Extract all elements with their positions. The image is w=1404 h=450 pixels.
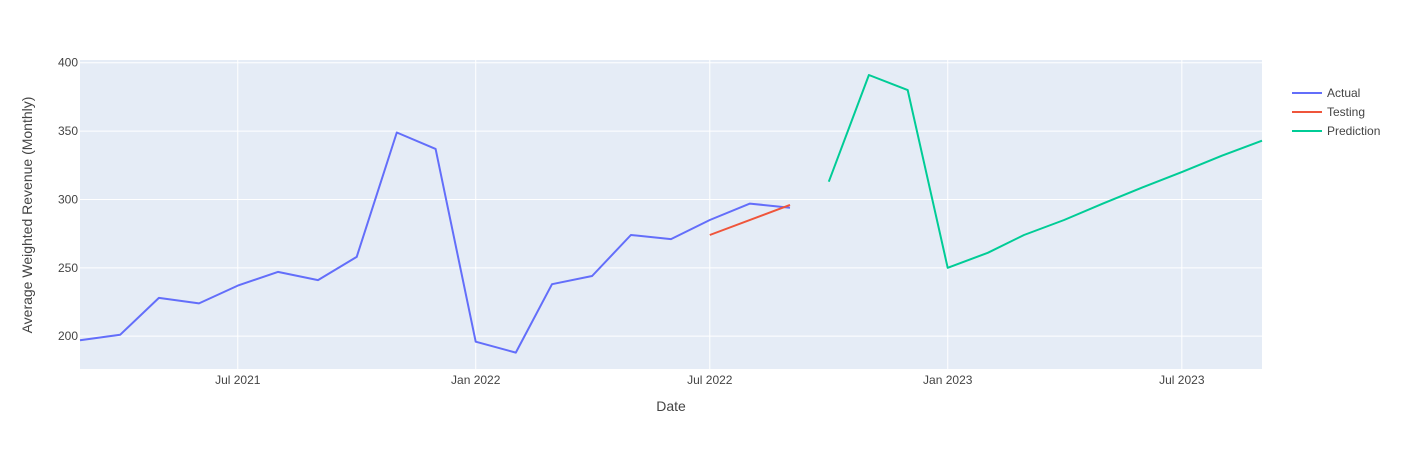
y-axis-ticks: 200 250 300 350 400 — [58, 56, 78, 343]
legend-item-prediction[interactable]: Prediction — [1292, 124, 1380, 138]
y-tick-label: 300 — [58, 192, 78, 206]
plot-area — [80, 60, 1262, 369]
x-tick-label: Jan 2023 — [923, 373, 973, 387]
x-tick-label: Jul 2022 — [687, 373, 733, 387]
legend-item-actual[interactable]: Actual — [1292, 86, 1360, 100]
y-axis-title: Average Weighted Revenue (Monthly) — [19, 97, 35, 334]
y-tick-label: 250 — [58, 261, 78, 275]
series-line-testing — [709, 203, 791, 236]
legend-item-testing[interactable]: Testing — [1292, 105, 1365, 119]
series-line-actual — [79, 131, 791, 354]
x-tick-label: Jul 2023 — [1159, 373, 1205, 387]
series-lines — [79, 74, 1263, 354]
x-axis-ticks: Jul 2021 Jan 2022 Jul 2022 Jan 2023 Jul 2023 — [215, 373, 1205, 387]
x-tick-label: Jan 2022 — [451, 373, 501, 387]
y-tick-label: 350 — [58, 124, 78, 138]
legend-label: Testing — [1327, 105, 1365, 119]
series-line-prediction — [827, 74, 1263, 269]
legend-label: Actual — [1327, 86, 1360, 100]
y-tick-label: 400 — [58, 56, 78, 70]
legend[interactable]: Actual Testing Prediction — [1292, 86, 1380, 138]
x-tick-label: Jul 2021 — [215, 373, 261, 387]
x-axis-title: Date — [656, 398, 686, 414]
grid — [80, 60, 1262, 369]
y-tick-label: 200 — [58, 329, 78, 343]
legend-label: Prediction — [1327, 124, 1380, 138]
